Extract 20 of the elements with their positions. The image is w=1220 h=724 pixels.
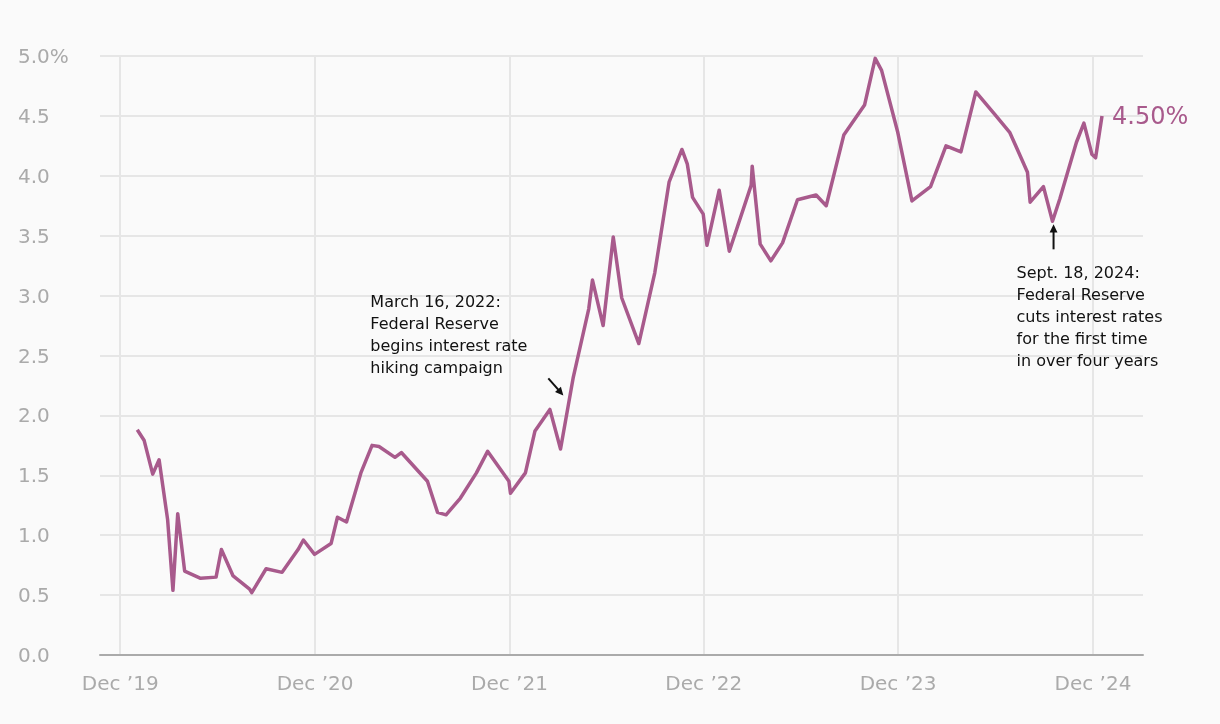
- annotation: Sept. 18, 2024: Federal Reserve cuts interest rates for the first time in over four years: [1016, 262, 1163, 370]
- x-tick-label: Dec ’23: [859, 671, 937, 695]
- x-tick-label: Dec ’19: [81, 671, 159, 695]
- x-tick-label: Dec ’21: [470, 671, 548, 695]
- y-tick-label: 2.0: [18, 403, 50, 428]
- y-tick-label: 0.5: [18, 583, 50, 608]
- y-tick-label: 2.5: [18, 343, 50, 368]
- x-tick-label: Dec ’24: [1054, 671, 1132, 695]
- y-tick-label: 4.0: [18, 163, 50, 188]
- y-tick-label: 1.5: [18, 463, 50, 488]
- y-tick-label: 5.0%: [18, 44, 69, 68]
- y-tick-label: 3.0: [18, 283, 50, 308]
- y-tick-label: 3.5: [18, 223, 50, 248]
- x-tick-label: Dec ’20: [276, 671, 354, 695]
- y-tick-label: 1.0: [18, 523, 50, 548]
- y-tick-label: 4.5: [18, 103, 50, 128]
- x-tick-label: Dec ’22: [665, 671, 743, 695]
- annotation: March 16, 2022: Federal Reserve begins interest rate hiking campaign: [370, 291, 528, 377]
- data-label: 4.50%: [1112, 101, 1189, 130]
- y-tick-label: 0.0: [18, 643, 50, 667]
